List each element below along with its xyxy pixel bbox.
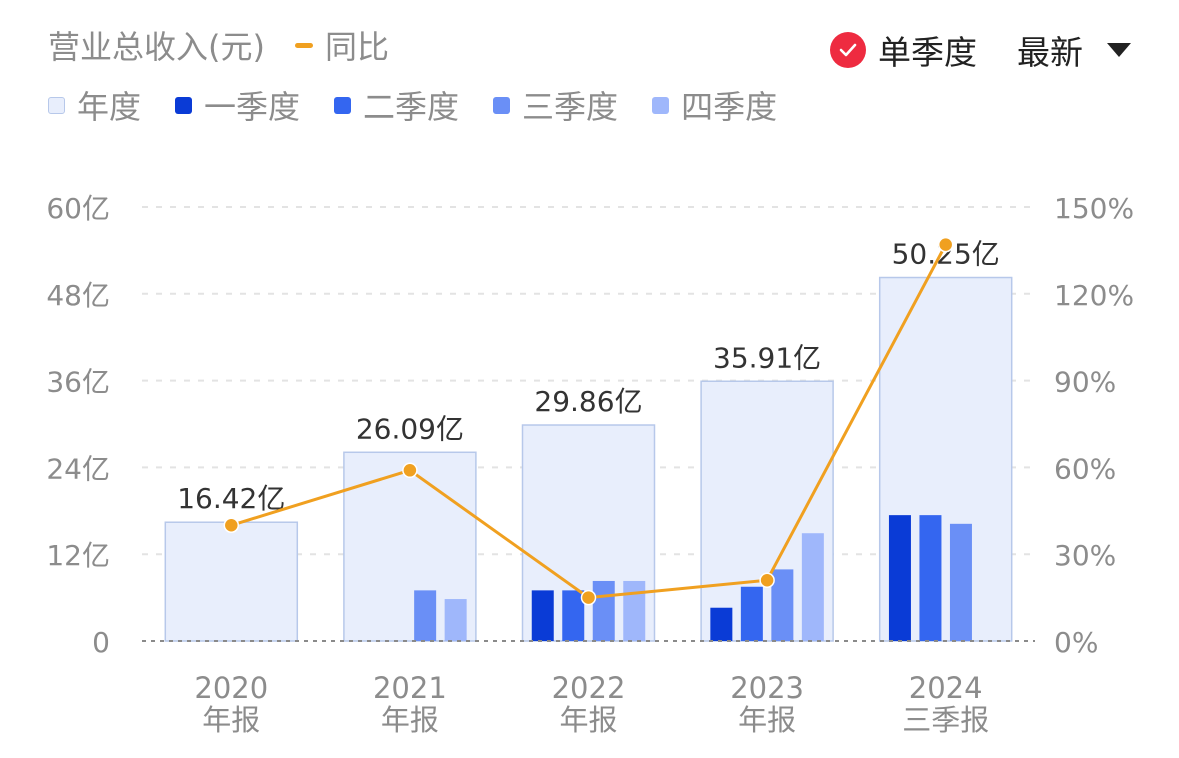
quarter-bar-q4 (444, 599, 467, 641)
x-tick-label: 年报 (559, 703, 617, 737)
y2-tick-label: 0% (1054, 626, 1098, 659)
x-tick-label: 2023 (730, 671, 804, 705)
quarter-bar-q4 (801, 533, 824, 641)
legend-item-q3[interactable]: 三季度 (493, 82, 618, 128)
check-icon (839, 43, 857, 57)
y2-tick-label: 150% (1054, 192, 1134, 225)
quarter-bar-q2 (740, 586, 763, 641)
x-tick-label: 年报 (738, 703, 796, 737)
quarter-bar-q3 (949, 523, 972, 641)
legend-label-q3: 三季度 (522, 88, 619, 126)
legend-item-q2[interactable]: 二季度 (334, 82, 459, 128)
y2-tick-label: 90% (1054, 366, 1116, 399)
x-tick-label: 2022 (552, 671, 626, 705)
y2-tick-label: 30% (1054, 539, 1116, 572)
y2-tick-label: 120% (1054, 279, 1134, 312)
legend-swatch-q1 (175, 96, 193, 114)
quarter-bar-q2 (562, 590, 585, 641)
quarter-bar-q1 (710, 607, 733, 641)
yoy-point (402, 462, 418, 479)
yoy-legend-label: 同比 (324, 28, 389, 66)
legend-item-q4[interactable]: 四季度 (652, 82, 777, 128)
y-tick-label: 60亿 (46, 192, 110, 225)
quarter-bar-q2 (919, 515, 942, 641)
legend-item-q1[interactable]: 一季度 (175, 82, 300, 128)
quarter-bar-q3 (592, 580, 615, 641)
x-tick-label: 年报 (202, 703, 260, 737)
quarter-bar-q4 (623, 580, 646, 641)
legend-swatch-q3 (493, 96, 511, 114)
legend-label-annual: 年度 (77, 88, 142, 126)
yoy-point (580, 589, 597, 606)
chart-header: 营业总收入(元) 同比 (48, 22, 389, 68)
x-tick-label: 年报 (381, 703, 439, 737)
quarter-bar-q1 (531, 590, 554, 641)
yoy-point (223, 517, 240, 534)
yoy-legend-line (294, 42, 313, 48)
legend-label-q4: 四季度 (681, 88, 778, 126)
dropdown-triangle-icon[interactable] (1107, 43, 1131, 57)
annual-value-label: 35.91亿 (713, 341, 821, 374)
yoy-point (759, 572, 775, 588)
quarter-bar-q3 (414, 590, 437, 641)
legend-item-annual[interactable]: 年度 (48, 82, 141, 128)
annual-value-label: 29.86亿 (534, 385, 642, 418)
y-tick-label: 12亿 (46, 539, 110, 572)
x-tick-label: 2021 (373, 671, 447, 705)
y2-tick-label: 60% (1054, 452, 1116, 485)
y-tick-label: 36亿 (46, 366, 110, 399)
quarter-bar-q3 (771, 569, 794, 641)
chart-controls: 单季度 最新 (830, 26, 1131, 74)
legend-label-q2: 二季度 (363, 88, 460, 126)
legend-swatch-annual (48, 96, 65, 114)
single-quarter-label[interactable]: 单季度 (878, 33, 977, 72)
legend-label-q1: 一季度 (204, 88, 301, 126)
legend-swatch-q4 (652, 96, 670, 114)
x-tick-label: 2024 (909, 671, 983, 705)
legend-swatch-q2 (334, 96, 352, 114)
annual-value-label: 26.09亿 (356, 412, 464, 445)
chart-title: 营业总收入(元) (48, 28, 265, 66)
x-tick-label: 三季报 (902, 703, 989, 737)
single-quarter-checkbox[interactable] (830, 32, 866, 68)
series-legend: 年度 一季度 二季度 三季度 四季度 (48, 82, 811, 128)
y-tick-label: 0 (92, 626, 110, 659)
yoy-point (937, 236, 954, 253)
y-tick-label: 24亿 (46, 452, 110, 485)
annual-bar (164, 521, 299, 642)
y-tick-label: 48亿 (46, 279, 110, 312)
latest-dropdown[interactable]: 最新 (1017, 33, 1083, 72)
x-tick-label: 2020 (194, 671, 268, 705)
quarter-bar-q1 (888, 515, 911, 641)
annual-value-label: 16.42亿 (177, 482, 285, 515)
